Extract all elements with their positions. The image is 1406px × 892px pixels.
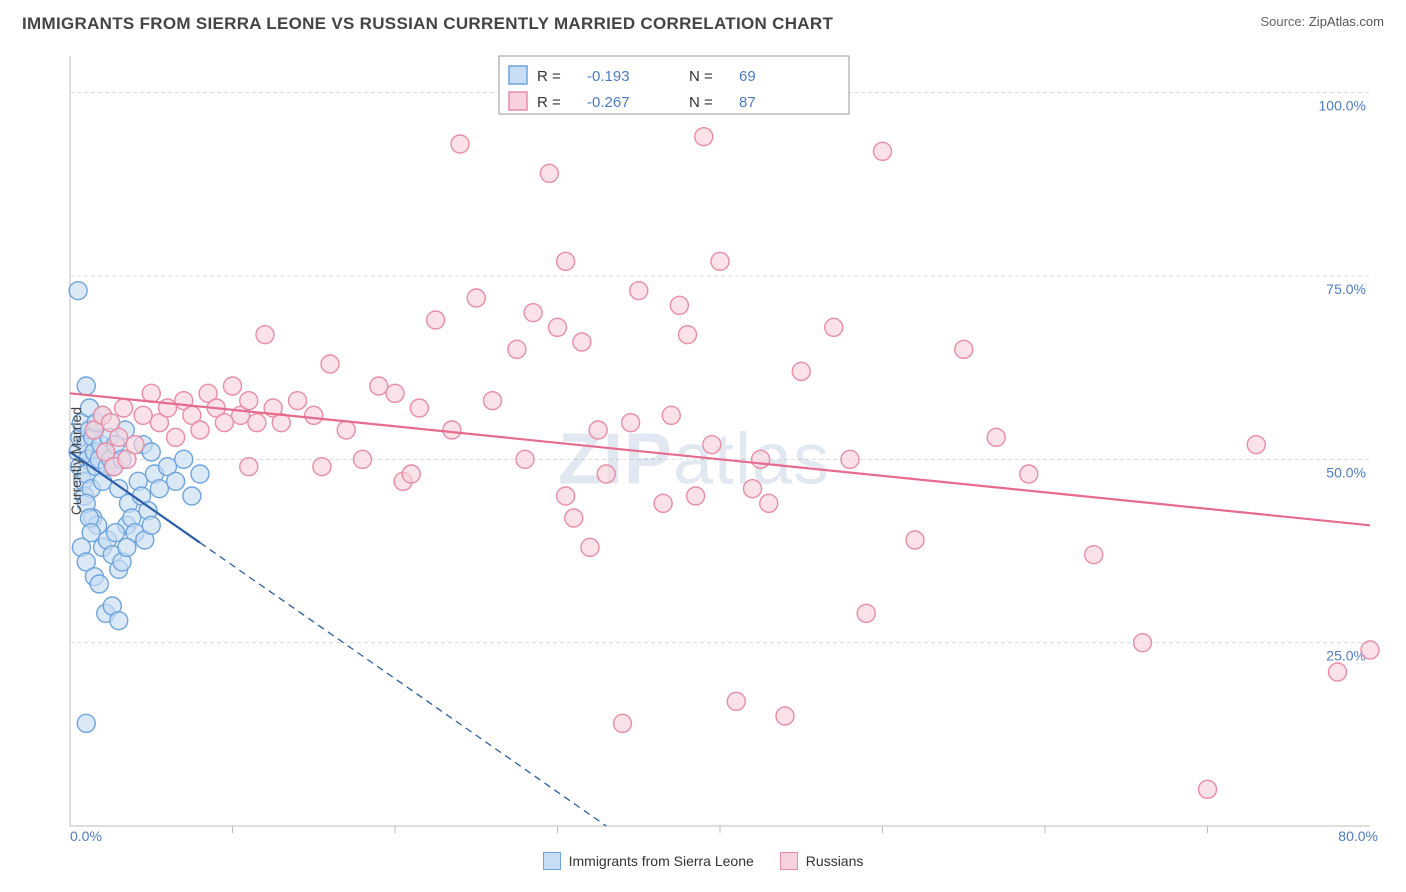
legend-label-russians: Russians (806, 853, 864, 869)
svg-text:100.0%: 100.0% (1319, 98, 1366, 114)
legend-item-russians: Russians (780, 852, 864, 870)
svg-text:-0.193: -0.193 (587, 68, 630, 85)
x-axis-tick-max: 80.0% (1338, 828, 1378, 844)
source-attribution: Source: ZipAtlas.com (1260, 14, 1384, 29)
x-axis-tick-min: 0.0% (70, 828, 102, 844)
svg-text:75.0%: 75.0% (1326, 281, 1366, 297)
svg-text:87: 87 (739, 94, 756, 111)
y-axis-label: Currently Married (68, 407, 84, 515)
svg-text:N =: N = (689, 94, 713, 111)
svg-text:69: 69 (739, 68, 756, 85)
svg-text:-0.267: -0.267 (587, 94, 630, 111)
svg-text:R =: R = (537, 68, 561, 85)
legend-swatch-sierra-leone (543, 852, 561, 870)
chart-title: IMMIGRANTS FROM SIERRA LEONE VS RUSSIAN … (22, 14, 833, 34)
bottom-legend: Immigrants from Sierra Leone Russians (22, 852, 1384, 870)
svg-text:N =: N = (689, 68, 713, 85)
svg-text:25.0%: 25.0% (1326, 648, 1366, 664)
source-prefix: Source: (1260, 14, 1308, 29)
legend-item-sierra-leone: Immigrants from Sierra Leone (543, 852, 754, 870)
legend-label-sierra-leone: Immigrants from Sierra Leone (569, 853, 754, 869)
correlation-scatter-chart: 25.0%50.0%75.0%100.0%ZIPatlasR =-0.193N … (22, 48, 1384, 878)
legend-swatch-russians (780, 852, 798, 870)
svg-text:R =: R = (537, 94, 561, 111)
source-name: ZipAtlas.com (1309, 14, 1384, 29)
svg-text:50.0%: 50.0% (1326, 464, 1366, 480)
chart-container: Currently Married 25.0%50.0%75.0%100.0%Z… (22, 48, 1384, 874)
